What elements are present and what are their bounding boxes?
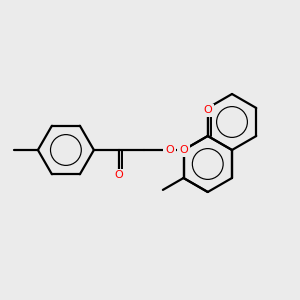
Text: O: O (179, 145, 188, 155)
Text: O: O (203, 105, 212, 115)
Text: O: O (165, 145, 174, 155)
Text: O: O (115, 170, 124, 180)
